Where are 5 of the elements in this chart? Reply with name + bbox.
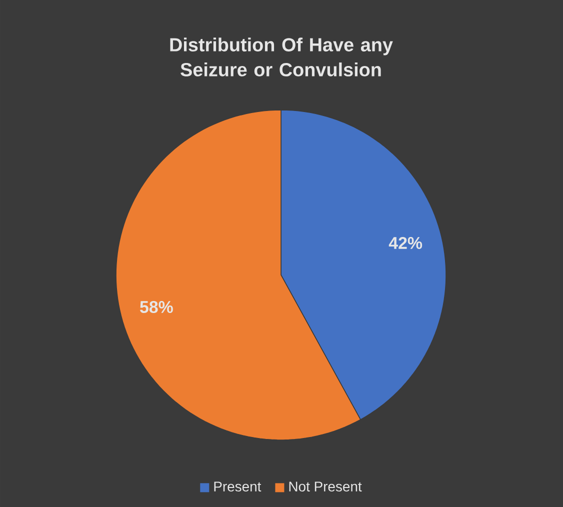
data-label: 58% [140, 300, 173, 313]
data-label: 42% [388, 236, 422, 249]
legend-label: Present [214, 482, 262, 492]
legend-label: Not Present [289, 482, 362, 492]
chart-title: Distribution Of Have any Seizure or Convulsion [170, 38, 393, 76]
